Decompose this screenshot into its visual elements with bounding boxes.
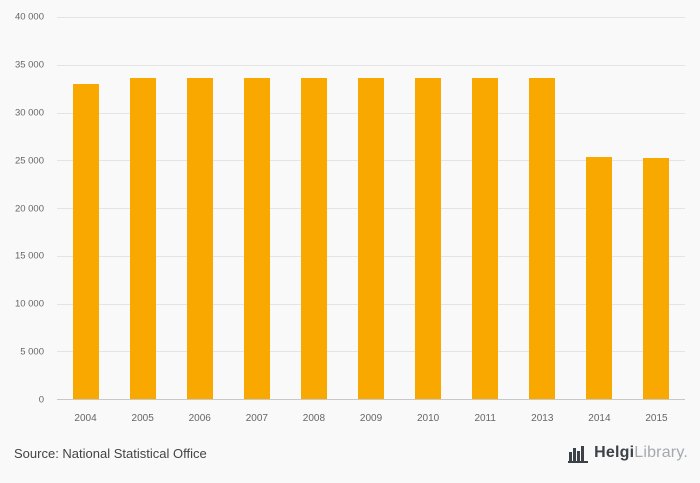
bar-2004 bbox=[72, 83, 99, 399]
x-axis-label: 2009 bbox=[359, 413, 383, 424]
bar-column bbox=[400, 17, 457, 399]
logo-text: HelgiLibrary. bbox=[594, 444, 688, 462]
x-axis-label: 2010 bbox=[416, 413, 440, 424]
bar-2005 bbox=[129, 78, 156, 399]
y-axis-label: 5 000 bbox=[20, 346, 44, 358]
bar-column bbox=[342, 17, 399, 399]
bar-column bbox=[571, 17, 628, 399]
y-axis-label: 15 000 bbox=[14, 250, 44, 262]
y-axis-label: 10 000 bbox=[14, 298, 44, 310]
bar-2011 bbox=[472, 78, 499, 399]
helgi-library-logo: HelgiLibrary. bbox=[567, 442, 688, 464]
x-axis-label: 2005 bbox=[131, 413, 154, 424]
bars bbox=[57, 17, 685, 399]
y-axis-label: 40 000 bbox=[14, 11, 44, 23]
bar-2006 bbox=[186, 78, 213, 399]
bar-column bbox=[285, 17, 342, 399]
x-axis-label: 2014 bbox=[588, 413, 611, 424]
bar-2009 bbox=[358, 78, 385, 399]
y-axis-label: 30 000 bbox=[14, 107, 44, 119]
x-axis-label: 2008 bbox=[302, 413, 326, 424]
x-axis-label: 2013 bbox=[531, 413, 554, 424]
bar-column bbox=[114, 17, 171, 399]
y-axis-label: 25 000 bbox=[14, 155, 44, 167]
logo-text-light: Library. bbox=[634, 444, 688, 461]
y-axis-label: 20 000 bbox=[14, 203, 44, 214]
logo-text-bold: Helgi bbox=[594, 444, 635, 461]
footer: Source: National Statistical Office Helg… bbox=[0, 432, 700, 483]
bar-2015 bbox=[643, 158, 670, 399]
bar-2013 bbox=[529, 78, 556, 399]
bar-column bbox=[457, 17, 514, 399]
bar-column bbox=[514, 17, 571, 399]
plot-area bbox=[57, 17, 685, 400]
bar-2007 bbox=[243, 78, 270, 399]
x-axis-label: 2015 bbox=[645, 413, 668, 424]
bar-column bbox=[171, 17, 228, 399]
bar-2010 bbox=[415, 78, 442, 399]
bar-column bbox=[628, 17, 685, 399]
bar-column bbox=[228, 17, 285, 399]
x-axis-label: 2011 bbox=[474, 413, 496, 424]
bar-2008 bbox=[300, 78, 327, 399]
x-axis-label: 2006 bbox=[188, 413, 211, 424]
gridline bbox=[57, 17, 685, 18]
logo-bars-icon bbox=[568, 446, 589, 463]
gridline bbox=[57, 64, 685, 66]
y-axis-label: 0 bbox=[38, 394, 44, 406]
bar-column bbox=[57, 17, 114, 399]
source-text: Source: National Statistical Office bbox=[14, 446, 207, 461]
x-axis: 2004 2005 2006 2007 2008 2009 2010 2011 2013 2014… bbox=[57, 413, 685, 424]
x-axis-label: 2004 bbox=[74, 413, 97, 424]
y-axis: 0 5 000 10 000 15 000 20 000 25 000 30 000 35 0… bbox=[0, 12, 50, 406]
bar-2014 bbox=[586, 157, 613, 399]
x-axis-label: 2007 bbox=[245, 413, 268, 424]
bar-chart: 0 5 000 10 000 15 000 20 000 25 000 30 000 35 0… bbox=[0, 12, 685, 424]
y-axis-label: 35 000 bbox=[14, 59, 44, 71]
